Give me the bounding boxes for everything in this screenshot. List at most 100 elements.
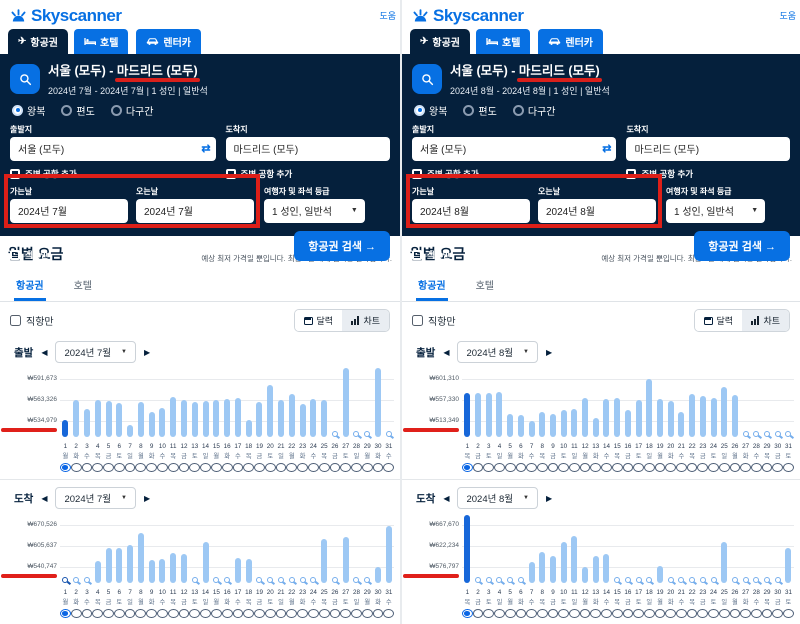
radio-oneway[interactable]: 편도 [61,103,95,118]
search-icon-button[interactable] [10,64,40,94]
day-radio[interactable] [318,463,330,472]
day-radio[interactable] [92,463,104,472]
help-link[interactable]: 도움 [779,11,796,21]
price-bar[interactable] [148,560,155,583]
day-radio[interactable] [676,609,687,618]
price-bar[interactable] [646,379,653,437]
departure-month-select[interactable]: 2024년 8월 ▼ [457,341,538,363]
day-radio[interactable] [103,463,114,472]
price-bar[interactable] [137,532,144,583]
monthly-tab-hotels[interactable]: 호텔 [73,281,93,292]
radio-multicity[interactable]: 다구간 [512,103,555,118]
day-radio[interactable] [708,609,719,618]
search-price-icon[interactable] [310,577,317,583]
day-radio[interactable] [189,463,201,472]
search-flights-button[interactable]: 항공권 검색 → [294,230,390,261]
search-price-icon[interactable] [689,577,696,583]
price-bar[interactable] [571,535,578,583]
price-bar[interactable] [635,399,642,437]
price-bar[interactable] [213,400,220,437]
day-radio[interactable] [254,463,265,472]
day-radio[interactable] [708,463,719,472]
return-date-input[interactable]: 2024년 7월 [136,198,254,223]
day-radio[interactable] [536,609,548,618]
day-radio[interactable] [472,609,484,618]
day-radio[interactable] [579,463,591,472]
price-bar[interactable] [507,414,514,437]
day-radio[interactable] [254,609,265,618]
day-radio[interactable] [494,609,505,618]
monthly-tab-flights[interactable]: 항공권 [14,272,46,301]
day-radio[interactable] [113,609,125,618]
search-price-icon[interactable] [288,577,295,583]
search-price-icon[interactable] [364,577,371,583]
day-radio[interactable] [697,609,709,618]
traveler-select[interactable]: 1 성인, 일반석 ▼ [666,198,766,223]
price-bar[interactable] [94,399,101,437]
day-radio[interactable] [536,463,548,472]
price-bar[interactable] [614,397,621,437]
day-radio[interactable] [569,609,580,618]
day-radio[interactable] [686,609,698,618]
price-bar[interactable] [375,368,382,437]
price-bar[interactable] [342,537,349,583]
day-radio[interactable] [70,463,82,472]
price-bar[interactable] [105,548,112,583]
day-radio[interactable] [178,463,190,472]
next-month-arrow[interactable]: ▶ [143,493,151,503]
price-bar[interactable] [288,394,295,437]
day-radio[interactable] [60,463,71,472]
search-price-icon[interactable] [635,577,642,583]
price-bar[interactable] [116,403,123,437]
search-price-icon[interactable] [624,577,631,583]
day-radio[interactable] [633,609,644,618]
day-radio[interactable] [611,609,623,618]
day-radio[interactable] [729,609,741,618]
price-bar[interactable] [83,409,90,437]
day-radio[interactable] [622,609,634,618]
search-price-icon[interactable] [614,577,621,583]
search-price-icon[interactable] [517,577,524,583]
tab-hotels[interactable]: 호텔 [72,27,131,54]
price-bar[interactable] [496,391,503,437]
price-bar[interactable] [582,566,589,583]
day-radio[interactable] [329,609,341,618]
next-month-arrow[interactable]: ▶ [545,493,553,503]
day-radio[interactable] [558,463,570,472]
search-price-icon[interactable] [224,577,231,583]
day-radio[interactable] [547,609,559,618]
price-bar[interactable] [62,419,69,437]
price-bar[interactable] [202,542,209,583]
day-radio[interactable] [772,609,784,618]
price-bar[interactable] [657,565,663,583]
search-price-icon[interactable] [496,577,503,583]
day-radio[interactable] [210,609,222,618]
day-radio[interactable] [643,609,655,618]
day-radio[interactable] [665,609,677,618]
search-summary-route[interactable]: 서울 (모두) - 마드리드 (모두) [48,62,208,82]
calendar-view-button[interactable]: 달력 [294,310,343,331]
price-bar[interactable] [667,400,674,437]
prev-month-arrow[interactable]: ◀ [443,347,450,357]
price-bar[interactable] [73,399,80,437]
day-radio[interactable] [462,609,473,618]
day-radio[interactable] [622,463,634,472]
price-bar[interactable] [375,566,382,583]
day-radio[interactable] [504,463,516,472]
search-price-icon[interactable] [353,577,360,583]
day-radio[interactable] [275,463,287,472]
price-bar[interactable] [385,525,392,583]
search-price-icon[interactable] [267,577,274,583]
skyscanner-logo[interactable]: Skyscanner [10,6,122,26]
day-radio[interactable] [372,463,384,472]
price-bar[interactable] [582,397,589,437]
price-bar[interactable] [127,544,134,583]
day-radio[interactable] [167,463,179,472]
day-radio[interactable] [124,609,136,618]
depart-date-input[interactable]: 2024년 8월 [412,198,530,223]
day-radio[interactable] [210,463,222,472]
price-bar[interactable] [299,403,306,437]
price-bar[interactable] [180,400,187,437]
price-bar[interactable] [127,425,134,437]
price-bar[interactable] [721,387,728,437]
